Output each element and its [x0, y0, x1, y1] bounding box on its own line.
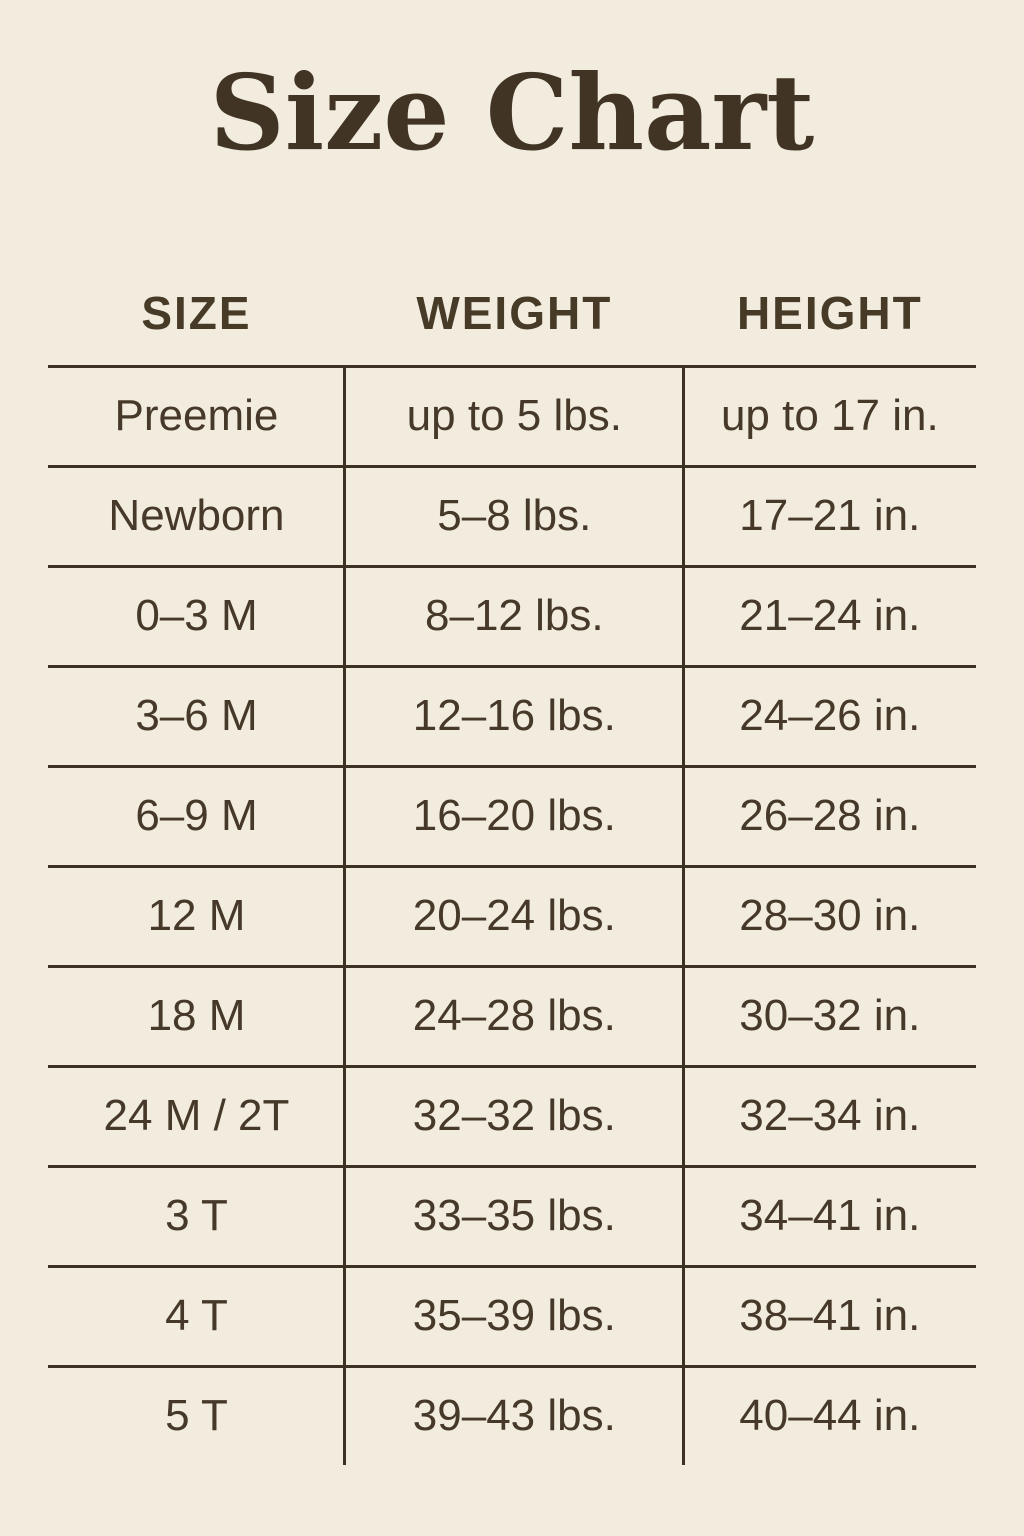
cell-height: up to 17 in.: [720, 391, 939, 441]
size-table: SIZE WEIGHT HEIGHT Preemie up to 5 lbs. …: [48, 261, 976, 1465]
cell-weight: 39–43 lbs.: [412, 1391, 616, 1441]
cell-size: 0–3 M: [135, 591, 258, 641]
cell-height: 24–26 in.: [739, 691, 921, 741]
cell-size: 3 T: [165, 1191, 228, 1241]
cell-weight: 16–20 lbs.: [412, 791, 616, 841]
table-row: 6–9 M 16–20 lbs. 26–28 in.: [48, 764, 976, 865]
cell-height: 38–41 in.: [739, 1291, 921, 1341]
cell-weight: 20–24 lbs.: [412, 891, 616, 941]
column-header-size: SIZE: [141, 286, 252, 339]
page-title: Size Chart: [209, 51, 815, 174]
table-row: 18 M 24–28 lbs. 30–32 in.: [48, 964, 976, 1065]
column-divider-1: [343, 364, 347, 1465]
cell-weight: 24–28 lbs.: [412, 991, 616, 1041]
cell-size: 4 T: [165, 1291, 228, 1341]
cell-weight: up to 5 lbs.: [406, 391, 622, 441]
cell-size: 12 M: [147, 891, 246, 941]
cell-size: Newborn: [108, 491, 285, 541]
table-row: 12 M 20–24 lbs. 28–30 in.: [48, 864, 976, 965]
column-divider-2: [682, 364, 686, 1465]
cell-size: 6–9 M: [135, 791, 258, 841]
cell-size: 5 T: [165, 1391, 228, 1441]
cell-weight: 8–12 lbs.: [425, 591, 604, 641]
cell-size: 18 M: [147, 991, 246, 1041]
table-row: Newborn 5–8 lbs. 17–21 in.: [48, 464, 976, 565]
cell-height: 26–28 in.: [739, 791, 921, 841]
cell-size: 3–6 M: [135, 691, 258, 741]
table-row: 3 T 33–35 lbs. 34–41 in.: [48, 1164, 976, 1265]
cell-size: 24 M / 2T: [103, 1091, 290, 1141]
cell-height: 28–30 in.: [739, 891, 921, 941]
cell-weight: 32–32 lbs.: [412, 1091, 616, 1141]
cell-height: 30–32 in.: [739, 991, 921, 1041]
cell-height: 32–34 in.: [739, 1091, 921, 1141]
cell-height: 21–24 in.: [739, 591, 921, 641]
table-body: Preemie up to 5 lbs. up to 17 in. Newbor…: [48, 364, 976, 1465]
cell-weight: 12–16 lbs.: [412, 691, 616, 741]
cell-height: 34–41 in.: [739, 1191, 921, 1241]
table-row: 0–3 M 8–12 lbs. 21–24 in.: [48, 564, 976, 665]
cell-weight: 5–8 lbs.: [437, 491, 592, 541]
table-row: 5 T 39–43 lbs. 40–44 in.: [48, 1364, 976, 1465]
cell-height: 40–44 in.: [739, 1391, 921, 1441]
table-row: 3–6 M 12–16 lbs. 24–26 in.: [48, 664, 976, 765]
cell-weight: 33–35 lbs.: [412, 1191, 616, 1241]
table-row: Preemie up to 5 lbs. up to 17 in.: [48, 364, 976, 465]
table-row: 4 T 35–39 lbs. 38–41 in.: [48, 1264, 976, 1365]
cell-size: Preemie: [114, 391, 279, 441]
column-header-weight: WEIGHT: [416, 286, 613, 339]
cell-height: 17–21 in.: [739, 491, 921, 541]
column-header-height: HEIGHT: [736, 286, 923, 339]
cell-weight: 35–39 lbs.: [412, 1291, 616, 1341]
table-row: 24 M / 2T 32–32 lbs. 32–34 in.: [48, 1064, 976, 1165]
table-header-row: SIZE WEIGHT HEIGHT: [48, 261, 976, 365]
